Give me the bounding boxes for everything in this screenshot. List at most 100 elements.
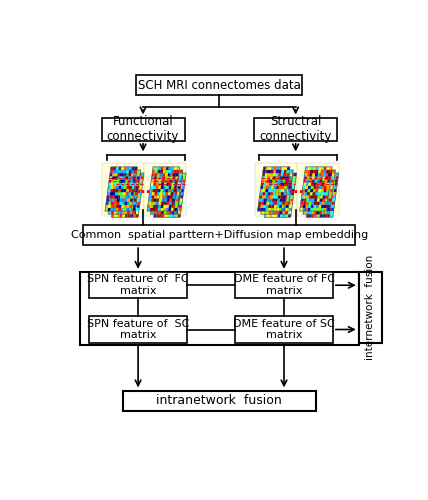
- Polygon shape: [284, 182, 287, 186]
- Polygon shape: [114, 198, 117, 202]
- Polygon shape: [164, 170, 167, 173]
- Polygon shape: [328, 176, 331, 180]
- Polygon shape: [269, 173, 272, 176]
- Polygon shape: [270, 208, 273, 211]
- Polygon shape: [174, 211, 177, 214]
- Polygon shape: [315, 170, 318, 173]
- Polygon shape: [131, 202, 134, 204]
- Polygon shape: [130, 189, 133, 192]
- Polygon shape: [169, 202, 172, 204]
- Polygon shape: [321, 208, 324, 211]
- Polygon shape: [172, 211, 175, 214]
- Polygon shape: [134, 189, 137, 192]
- Polygon shape: [315, 180, 318, 182]
- Polygon shape: [261, 202, 264, 205]
- Polygon shape: [283, 196, 286, 198]
- Polygon shape: [131, 192, 134, 195]
- Polygon shape: [161, 173, 164, 176]
- Polygon shape: [172, 198, 175, 202]
- Polygon shape: [158, 195, 161, 198]
- Polygon shape: [330, 192, 333, 195]
- Polygon shape: [160, 189, 163, 192]
- Polygon shape: [317, 176, 320, 180]
- Polygon shape: [288, 211, 291, 214]
- Polygon shape: [176, 170, 179, 173]
- Polygon shape: [311, 202, 314, 205]
- Polygon shape: [312, 173, 315, 176]
- Polygon shape: [157, 204, 160, 208]
- Polygon shape: [159, 196, 163, 198]
- Polygon shape: [127, 192, 130, 195]
- Polygon shape: [166, 205, 169, 208]
- Polygon shape: [120, 196, 123, 198]
- Polygon shape: [127, 186, 130, 189]
- Polygon shape: [318, 205, 322, 208]
- Polygon shape: [136, 189, 139, 192]
- Polygon shape: [325, 211, 328, 214]
- Polygon shape: [287, 173, 290, 176]
- Polygon shape: [115, 211, 118, 214]
- Polygon shape: [293, 180, 296, 182]
- Polygon shape: [271, 180, 274, 182]
- Polygon shape: [279, 170, 283, 173]
- Polygon shape: [265, 208, 268, 211]
- Polygon shape: [286, 182, 289, 186]
- Polygon shape: [163, 189, 166, 192]
- FancyBboxPatch shape: [359, 272, 382, 343]
- Polygon shape: [160, 167, 163, 170]
- Polygon shape: [266, 186, 269, 189]
- Polygon shape: [268, 204, 271, 208]
- Polygon shape: [159, 198, 162, 202]
- Polygon shape: [310, 167, 314, 170]
- Polygon shape: [319, 202, 322, 205]
- Polygon shape: [262, 204, 265, 208]
- Polygon shape: [161, 189, 164, 192]
- Polygon shape: [167, 192, 170, 195]
- Polygon shape: [311, 182, 314, 186]
- Polygon shape: [115, 198, 118, 202]
- Polygon shape: [314, 202, 317, 205]
- Polygon shape: [130, 186, 133, 189]
- Polygon shape: [175, 170, 178, 173]
- Polygon shape: [164, 182, 167, 186]
- Text: DME feature of FC
matrix: DME feature of FC matrix: [234, 274, 335, 296]
- Polygon shape: [320, 204, 323, 208]
- Polygon shape: [137, 173, 140, 176]
- Polygon shape: [134, 173, 138, 176]
- Polygon shape: [120, 173, 123, 176]
- Polygon shape: [329, 167, 332, 170]
- Polygon shape: [127, 176, 131, 180]
- Polygon shape: [318, 195, 321, 198]
- Polygon shape: [122, 176, 125, 180]
- Polygon shape: [269, 176, 272, 180]
- Polygon shape: [122, 182, 125, 186]
- Polygon shape: [153, 167, 156, 170]
- Polygon shape: [174, 192, 177, 195]
- Polygon shape: [311, 186, 314, 189]
- Polygon shape: [107, 196, 110, 198]
- Polygon shape: [166, 211, 169, 214]
- Polygon shape: [281, 189, 284, 192]
- Polygon shape: [129, 208, 132, 211]
- Polygon shape: [135, 170, 138, 173]
- Polygon shape: [124, 208, 127, 211]
- Polygon shape: [327, 198, 330, 202]
- Polygon shape: [164, 208, 167, 211]
- Polygon shape: [311, 205, 314, 208]
- Polygon shape: [119, 202, 122, 205]
- Polygon shape: [274, 208, 278, 211]
- Polygon shape: [309, 202, 312, 204]
- Polygon shape: [307, 189, 311, 192]
- Polygon shape: [280, 196, 283, 198]
- Polygon shape: [316, 192, 319, 195]
- Polygon shape: [266, 202, 269, 204]
- Polygon shape: [273, 202, 276, 204]
- Polygon shape: [158, 192, 161, 195]
- Polygon shape: [162, 211, 165, 214]
- Polygon shape: [134, 170, 137, 173]
- Polygon shape: [122, 180, 125, 182]
- Polygon shape: [259, 198, 262, 202]
- Polygon shape: [315, 173, 318, 176]
- Polygon shape: [125, 208, 128, 211]
- Polygon shape: [310, 195, 313, 198]
